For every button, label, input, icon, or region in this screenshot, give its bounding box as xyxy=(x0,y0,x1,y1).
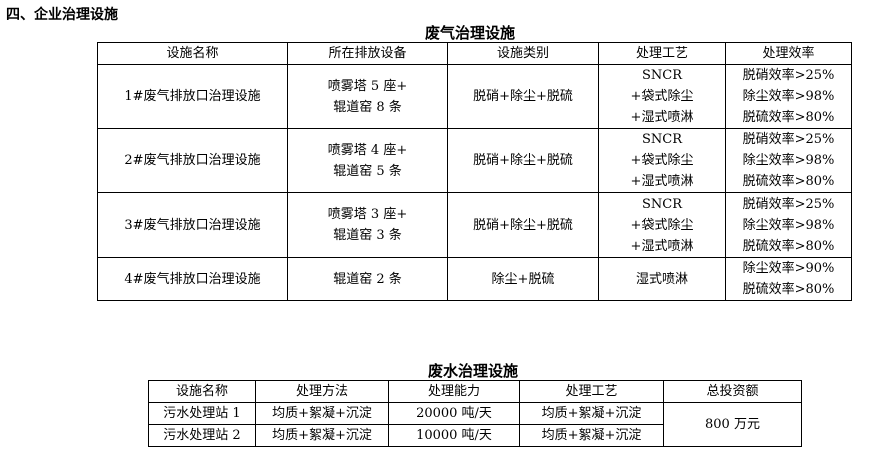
table-row: 1#废气排放口治理设施 喷雾塔 5 座+ 辊道窑 8 条 脱硝+除尘+脱硫 SNC… xyxy=(97,64,852,129)
investment: 800 万元 xyxy=(663,402,802,447)
facility-name: 4#废气排放口治理设施 xyxy=(97,257,288,301)
process: 均质+絮凝+沉淀 xyxy=(519,402,664,425)
section-title: 四、企业治理设施 xyxy=(6,7,118,23)
header-cell: 总投资额 xyxy=(663,380,802,403)
header-cell: 处理效率 xyxy=(725,42,852,65)
table-row: 污水处理站 1 均质+絮凝+沉淀 20000 吨/天 均质+絮凝+沉淀 800 … xyxy=(148,402,802,447)
process: 湿式喷淋 xyxy=(598,257,726,301)
table-header-row: 设施名称 处理方法 处理能力 处理工艺 总投资额 xyxy=(148,380,802,403)
gas-table-title: 废气治理设施 xyxy=(424,24,515,42)
process: SNCR +袋式除尘 +湿式喷淋 xyxy=(598,192,726,258)
efficiency: 除尘效率>90% 脱硫效率>80% xyxy=(725,257,852,301)
header-cell: 处理工艺 xyxy=(598,42,726,65)
capacity: 20000 吨/天 xyxy=(388,402,520,425)
method: 均质+絮凝+沉淀 xyxy=(255,402,389,425)
table-row: 4#废气排放口治理设施 辊道窑 2 条 除尘+脱硫 湿式喷淋 除尘效率>90% 脱… xyxy=(97,257,852,301)
equipment: 喷雾塔 4 座+ 辊道窑 5 条 xyxy=(287,128,448,193)
table-row: 3#废气排放口治理设施 喷雾塔 3 座+ 辊道窑 3 条 脱硝+除尘+脱硫 SNC… xyxy=(97,192,852,258)
category: 脱硝+除尘+脱硫 xyxy=(447,128,599,193)
header-cell: 处理能力 xyxy=(388,380,520,403)
gas-treatment-table: 设施名称 所在排放设备 设施类别 处理工艺 处理效率 1#废气排放口治理设施 喷… xyxy=(97,42,852,301)
header-cell: 处理工艺 xyxy=(519,380,664,403)
category: 脱硝+除尘+脱硫 xyxy=(447,192,599,258)
equipment: 辊道窑 2 条 xyxy=(287,257,448,301)
header-cell: 所在排放设备 xyxy=(287,42,448,65)
process: 均质+絮凝+沉淀 xyxy=(519,424,664,447)
category: 脱硝+除尘+脱硫 xyxy=(447,64,599,129)
process: SNCR +袋式除尘 +湿式喷淋 xyxy=(598,64,726,129)
efficiency: 脱硝效率>25% 除尘效率>98% 脱硫效率>80% xyxy=(725,64,852,129)
table-row: 2#废气排放口治理设施 喷雾塔 4 座+ 辊道窑 5 条 脱硝+除尘+脱硫 SNC… xyxy=(97,128,852,193)
table-row: 污水处理站 2 均质+絮凝+沉淀 10000 吨/天 均质+絮凝+沉淀 xyxy=(148,424,802,447)
capacity: 10000 吨/天 xyxy=(388,424,520,447)
efficiency: 脱硝效率>25% 除尘效率>98% 脱硫效率>80% xyxy=(725,192,852,258)
facility-name: 污水处理站 1 xyxy=(148,402,256,425)
table-header-row: 设施名称 所在排放设备 设施类别 处理工艺 处理效率 xyxy=(97,42,852,65)
equipment: 喷雾塔 3 座+ 辊道窑 3 条 xyxy=(287,192,448,258)
header-cell: 设施类别 xyxy=(447,42,599,65)
efficiency: 脱硝效率>25% 除尘效率>98% 脱硫效率>80% xyxy=(725,128,852,193)
header-cell: 设施名称 xyxy=(97,42,288,65)
equipment: 喷雾塔 5 座+ 辊道窑 8 条 xyxy=(287,64,448,129)
water-table-title: 废水治理设施 xyxy=(427,362,518,380)
facility-name: 3#废气排放口治理设施 xyxy=(97,192,288,258)
facility-name: 1#废气排放口治理设施 xyxy=(97,64,288,129)
facility-name: 2#废气排放口治理设施 xyxy=(97,128,288,193)
method: 均质+絮凝+沉淀 xyxy=(255,424,389,447)
category: 除尘+脱硫 xyxy=(447,257,599,301)
process: SNCR +袋式除尘 +湿式喷淋 xyxy=(598,128,726,193)
header-cell: 设施名称 xyxy=(148,380,256,403)
facility-name: 污水处理站 2 xyxy=(148,424,256,447)
header-cell: 处理方法 xyxy=(255,380,389,403)
water-treatment-table: 设施名称 处理方法 处理能力 处理工艺 总投资额 污水处理站 1 均质+絮凝+沉… xyxy=(148,380,802,447)
